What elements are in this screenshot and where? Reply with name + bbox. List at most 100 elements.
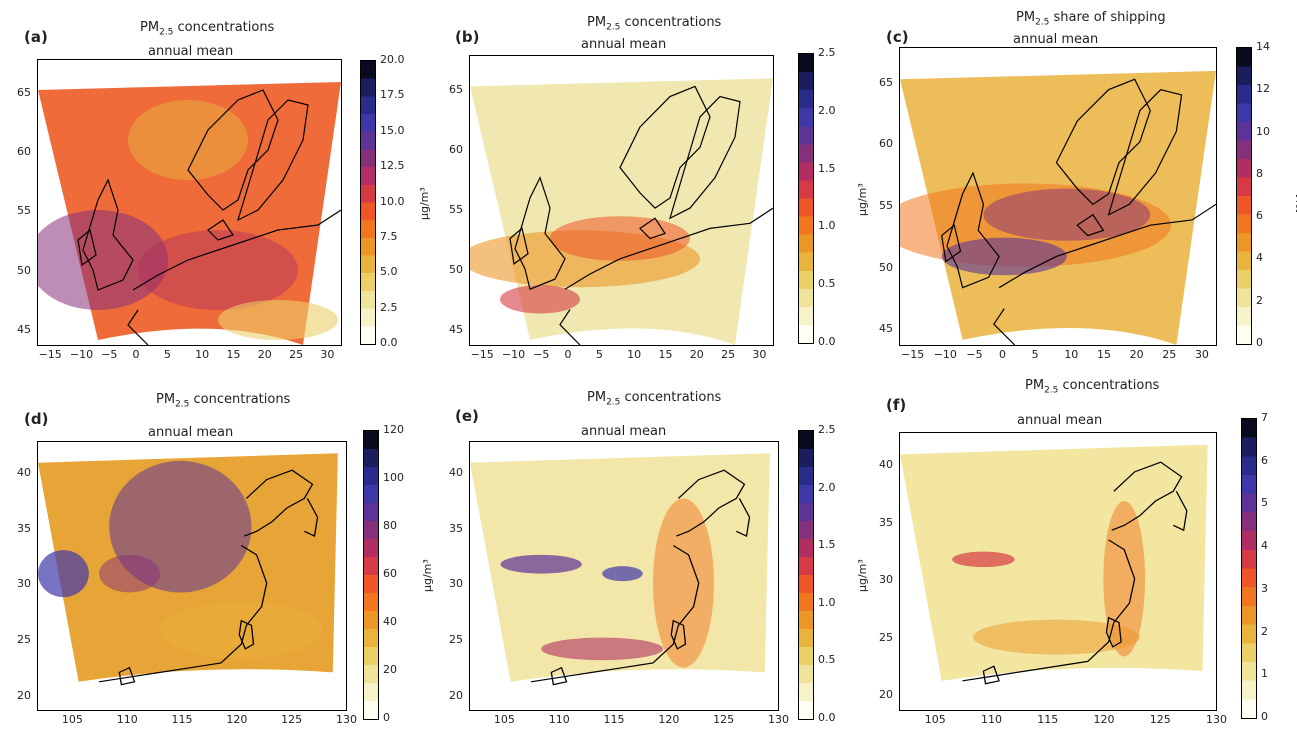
colorbar-tick-label: 14: [1256, 40, 1270, 53]
x-tick-label: 25: [289, 348, 304, 361]
colorbar: [798, 430, 814, 720]
map-area: [469, 441, 779, 711]
y-tick-label: 25: [449, 632, 463, 646]
x-tick-label: 115: [603, 713, 625, 726]
y-tick-label: 40: [879, 458, 893, 472]
panel-label: (d): [24, 410, 49, 428]
x-tick-label: 130: [768, 713, 789, 726]
panel-title: PM2.5 concentrations: [140, 20, 274, 38]
colorbar-tick-label: 0.0: [818, 335, 836, 348]
plume-area: [38, 550, 89, 598]
colorbar-tick-label: 60: [383, 567, 397, 580]
panel-label: (a): [24, 28, 48, 46]
coastline: [530, 544, 700, 683]
colorbar-tick-label: 10: [1256, 124, 1270, 138]
panel-title: PM2.5 concentrations: [1025, 378, 1159, 396]
x-tick-label: 0: [132, 348, 140, 361]
title-prefix: PM: [156, 392, 176, 407]
colorbar-tick-label: 6: [1256, 209, 1263, 223]
coastline: [98, 544, 268, 683]
plume-area: [952, 551, 1015, 568]
colorbar-tick-label: 0.5: [818, 653, 836, 667]
plume-area: [973, 619, 1140, 655]
coastline: [564, 207, 773, 290]
panel-subtitle: annual mean: [1013, 32, 1099, 47]
panel-label: (b): [455, 28, 480, 46]
colorbar-tick-label: 12.5: [380, 159, 405, 173]
colorbar-tick-label: 0.5: [818, 277, 836, 291]
panel-subtitle: annual mean: [581, 37, 667, 52]
colorbar-tick-label: 1.5: [818, 161, 836, 175]
panel-title: PM2.5 concentrations: [587, 15, 721, 33]
title-suffix: concentrations: [1058, 378, 1160, 393]
colorbar-tick-label: 1: [1261, 667, 1268, 681]
x-tick-label: −10: [933, 348, 957, 361]
colorbar-unit-label: µg/m³: [856, 559, 869, 592]
colorbar-tick-label: 3: [1261, 581, 1268, 595]
colorbar-tick-label: 8: [1256, 166, 1263, 180]
coastline: [639, 217, 666, 240]
plume-area: [128, 100, 248, 180]
colorbar-tick-label: 10.0: [380, 194, 405, 208]
y-tick-label: 65: [879, 75, 893, 89]
x-tick-label: 105: [924, 713, 946, 726]
coastline: [1105, 616, 1122, 648]
x-tick-label: 20: [689, 348, 704, 361]
x-tick-label: 125: [713, 713, 735, 726]
x-tick-label: −5: [966, 348, 983, 361]
x-tick-label: −10: [501, 348, 526, 361]
coastline: [304, 498, 319, 537]
y-tick-label: 50: [449, 262, 463, 276]
y-tick-label: 35: [17, 521, 31, 535]
x-tick-label: 15: [658, 348, 673, 361]
x-tick-label: 15: [1096, 348, 1111, 361]
title-prefix: PM: [1016, 10, 1036, 25]
x-tick-label: 120: [658, 713, 680, 726]
title-suffix: concentrations: [173, 20, 275, 35]
y-tick-label: 20: [449, 688, 463, 702]
x-tick-label: −5: [101, 348, 118, 361]
colorbar-tick-label: 80: [383, 519, 397, 532]
colorbar-tick-label: 5.0: [380, 265, 398, 279]
coastline: [669, 95, 741, 220]
title-prefix: PM: [1025, 378, 1045, 393]
coastline: [118, 666, 136, 686]
x-tick-label: −5: [533, 348, 550, 361]
coastline: [736, 498, 751, 537]
panel-title: PM2.5 concentrations: [156, 392, 290, 410]
x-tick-label: 5: [163, 348, 171, 361]
coastline: [127, 309, 149, 345]
coastline: [982, 665, 1000, 685]
title-prefix: PM: [587, 390, 607, 405]
panel-subtitle: annual mean: [148, 44, 234, 59]
colorbar: [360, 60, 376, 345]
coastline: [962, 539, 1136, 682]
x-tick-label: 30: [1194, 348, 1209, 361]
panel-subtitle: annual mean: [1017, 413, 1103, 428]
colorbar-tick-label: 40: [383, 615, 397, 628]
x-tick-label: 125: [1149, 713, 1171, 726]
coastline: [998, 203, 1216, 289]
y-tick-label: 25: [879, 630, 893, 644]
x-tick-label: 110: [981, 713, 1002, 726]
x-tick-label: −15: [38, 348, 62, 361]
colorbar-unit-label: µg/m³: [421, 559, 434, 592]
x-tick-label: 130: [336, 713, 357, 726]
colorbar-tick-label: 0.0: [380, 336, 398, 349]
colorbar-tick-label: 100: [383, 471, 404, 484]
x-tick-label: 0: [999, 348, 1007, 361]
x-tick-label: 5: [595, 348, 603, 361]
y-tick-label: 30: [449, 577, 463, 591]
colorbar-tick-label: 2.0: [818, 103, 836, 117]
colorbar-tick-label: 4: [1261, 539, 1268, 553]
y-tick-label: 35: [879, 515, 893, 529]
panel-label: (e): [455, 407, 479, 425]
map-canvas: [470, 78, 773, 345]
colorbar-tick-label: 120: [383, 423, 404, 436]
plume-area: [652, 498, 714, 668]
panel-title: PM2.5 concentrations: [587, 390, 721, 408]
coastline: [676, 469, 746, 537]
title-subscript: 2.5: [1035, 17, 1050, 28]
colorbar-tick-label: 20.0: [380, 53, 405, 66]
coastline: [1055, 78, 1151, 206]
